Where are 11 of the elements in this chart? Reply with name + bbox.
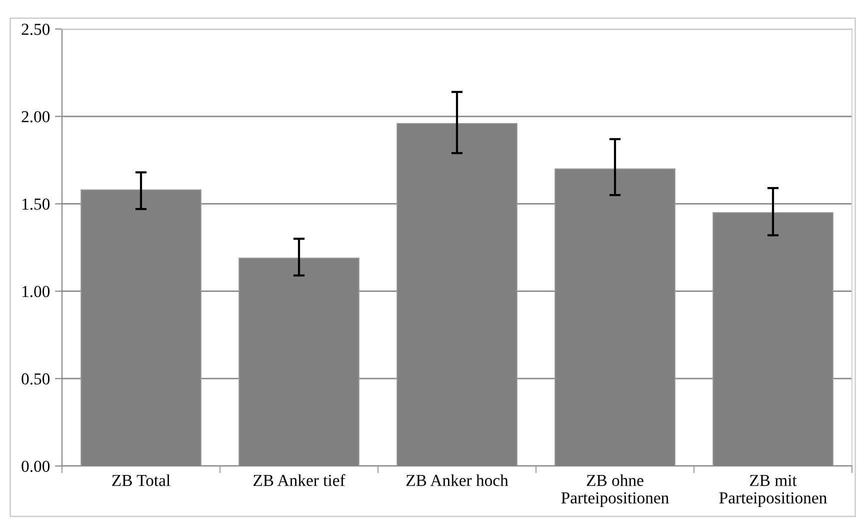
y-tick-label: 1.50 [22, 198, 50, 210]
x-tick-label: ZB ohne Parteipositionen [561, 474, 669, 507]
x-tick-label: ZB Anker tief [254, 474, 346, 486]
y-tick-label: 2.00 [22, 111, 50, 122]
x-tick-label: ZB mit Parteipositionen [719, 474, 827, 507]
y-tick-label: 1.00 [22, 286, 50, 298]
y-tick-label: 0.50 [22, 373, 50, 385]
y-tick-label: 0.00 [22, 460, 50, 472]
y-tick-label: 2.50 [22, 24, 50, 36]
x-tick-label: ZB Total [112, 474, 170, 486]
x-tick-label: ZB Anker hoch [406, 474, 508, 486]
